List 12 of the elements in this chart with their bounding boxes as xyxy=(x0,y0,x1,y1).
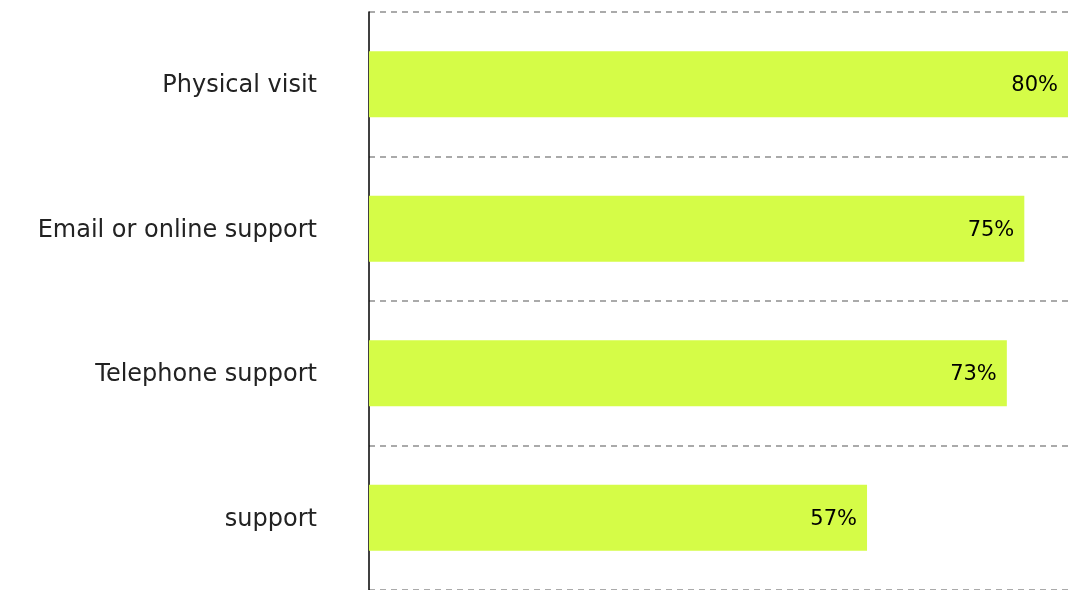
data-label: 57% xyxy=(810,505,858,530)
y-tick-label: Email or online support xyxy=(37,214,317,243)
bar xyxy=(369,195,1025,262)
y-tick-label: support xyxy=(224,503,317,532)
data-label: 75% xyxy=(967,216,1015,241)
bar xyxy=(369,484,868,551)
y-tick-label: Telephone support xyxy=(94,359,317,388)
data-label: 80% xyxy=(1011,72,1058,97)
y-tick-label: Physical visit xyxy=(162,70,317,99)
data-label: 73% xyxy=(950,361,997,386)
bar xyxy=(369,51,1068,118)
bar xyxy=(369,340,1007,407)
